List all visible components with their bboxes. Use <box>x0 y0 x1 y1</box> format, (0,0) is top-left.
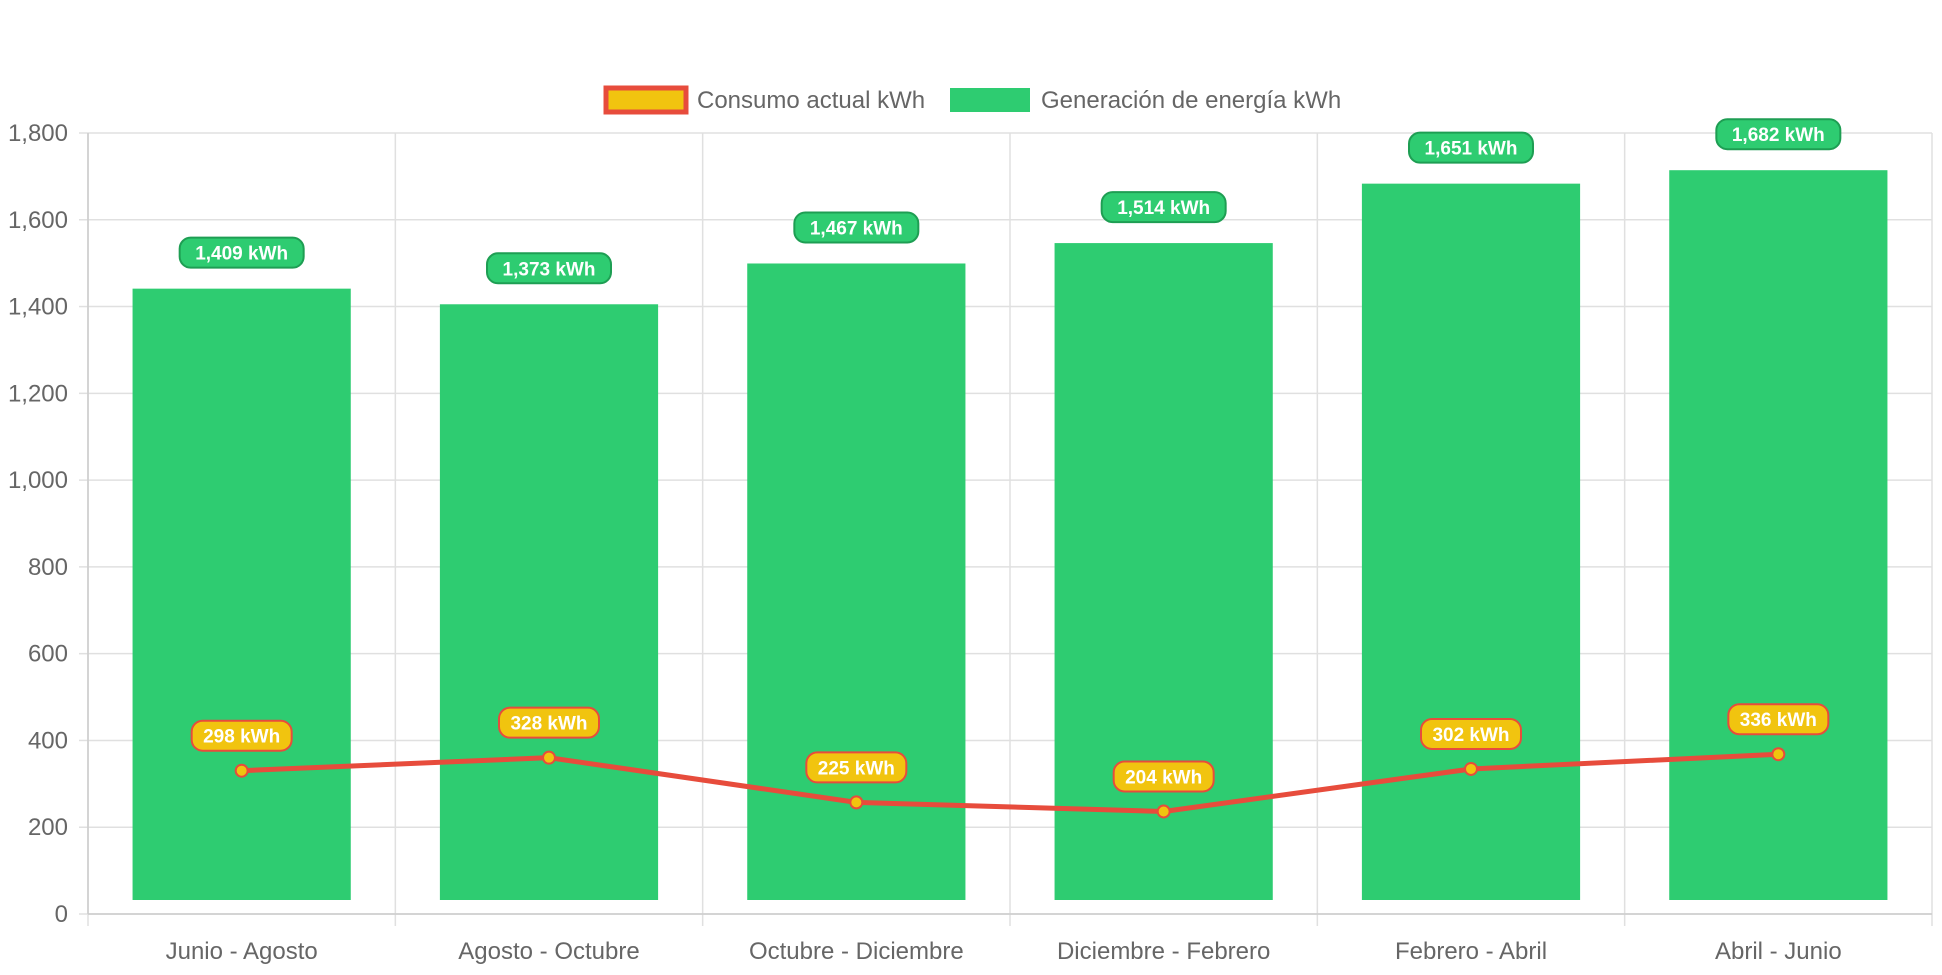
bar-data-label-bg <box>1408 131 1534 164</box>
legend-label-generacion: Generación de energía kWh <box>1041 87 1341 114</box>
y-tick-label: 200 <box>28 814 68 841</box>
line-point-consumo <box>542 750 556 765</box>
legend-swatch-consumo <box>603 85 689 115</box>
y-tick-label: 400 <box>28 727 68 754</box>
line-data-label-bg <box>1727 703 1830 736</box>
bar-generacion <box>1669 170 1888 901</box>
y-tick-label: 1,600 <box>8 207 68 234</box>
line-data-label-text: 336 kWh <box>1740 710 1817 731</box>
line-data-label-bg <box>1112 760 1215 793</box>
line-layer <box>234 747 1786 819</box>
bar-data-label: 1,409 kWh <box>178 236 305 269</box>
line-data-label: 298 kWh <box>190 719 293 752</box>
y-tick-label: 1,200 <box>8 380 68 407</box>
line-data-label-text: 328 kWh <box>510 714 587 735</box>
line-data-label: 336 kWh <box>1727 703 1830 736</box>
bar-data-label: 1,467 kWh <box>793 211 920 244</box>
bar-data-label: 1,651 kWh <box>1408 131 1534 164</box>
x-tick-label: Agosto - Octubre <box>458 938 639 965</box>
line-data-label-bg <box>498 706 600 739</box>
x-tick-label: Junio - Agosto <box>166 938 318 965</box>
bar-generacion <box>439 304 659 900</box>
line-point-consumo <box>1771 747 1786 762</box>
bar-data-label-bg <box>1715 118 1842 151</box>
bar-data-label-text: 1,651 kWh <box>1425 139 1518 160</box>
legend-item-consumo[interactable]: Consumo actual kWh <box>603 85 925 115</box>
line-data-label-bg <box>190 719 293 752</box>
bar-data-label-bg <box>178 236 305 269</box>
bar-data-label-bg <box>486 252 612 285</box>
bar-generacion <box>132 288 351 901</box>
line-data-label-text: 298 kWh <box>203 727 280 748</box>
bar-data-label-text: 1,514 kWh <box>1117 198 1210 219</box>
bar-data-label-text: 1,682 kWh <box>1732 125 1825 146</box>
data-label-layer: 1,409 kWh 1,373 kWh 1,467 kWh 1,514 kWh 1,65… <box>178 118 1842 793</box>
x-tick-label: Octubre - Diciembre <box>749 938 964 965</box>
line-data-label-text: 204 kWh <box>1125 767 1202 788</box>
y-tick-label: 1,400 <box>8 294 68 321</box>
line-data-label: 302 kWh <box>1420 717 1522 750</box>
line-data-label-bg <box>805 751 908 784</box>
bar-data-label: 1,373 kWh <box>486 252 612 285</box>
line-point-consumo <box>1464 761 1478 776</box>
bar-layer <box>132 170 1888 901</box>
bar-data-label-text: 1,409 kWh <box>195 244 288 265</box>
bar-data-label-bg <box>793 211 920 244</box>
y-tick-label: 800 <box>28 554 68 581</box>
axis-layer: 0 200 400 600 800 1,000 1,200 1,400 1,600 1,800 Ju… <box>8 120 1932 965</box>
y-tick-label: 1,800 <box>8 120 68 147</box>
x-tick-label: Diciembre - Febrero <box>1057 938 1270 965</box>
y-tick-label: 0 <box>55 901 68 928</box>
legend-item-generacion[interactable]: Generación de energía kWh <box>950 87 1341 114</box>
line-consumo <box>239 751 1781 814</box>
y-tick-label: 1,000 <box>8 467 68 494</box>
bar-data-label-text: 1,467 kWh <box>810 218 903 239</box>
line-data-label: 204 kWh <box>1112 760 1215 793</box>
line-point-consumo <box>234 763 249 778</box>
legend: Consumo actual kWh Generación de energía… <box>603 85 1341 115</box>
line-data-label: 328 kWh <box>498 706 600 739</box>
bar-data-label: 1,514 kWh <box>1100 191 1227 224</box>
x-tick-label: Abril - Junio <box>1715 938 1842 965</box>
line-data-label: 225 kWh <box>805 751 908 784</box>
bar-data-label: 1,682 kWh <box>1715 118 1842 151</box>
bar-data-label-text: 1,373 kWh <box>503 259 596 280</box>
line-point-consumo <box>849 795 864 810</box>
y-tick-label: 600 <box>28 641 68 668</box>
line-point-consumo <box>1156 804 1171 819</box>
line-data-label-text: 225 kWh <box>818 758 895 779</box>
line-data-label-text: 302 kWh <box>1432 725 1509 746</box>
bar-generacion <box>1361 183 1581 901</box>
bar-data-label-bg <box>1100 191 1227 224</box>
x-tick-label: Febrero - Abril <box>1395 938 1547 965</box>
legend-label-consumo: Consumo actual kWh <box>697 87 925 114</box>
legend-swatch-generacion <box>950 88 1030 112</box>
line-data-label-bg <box>1420 717 1522 750</box>
